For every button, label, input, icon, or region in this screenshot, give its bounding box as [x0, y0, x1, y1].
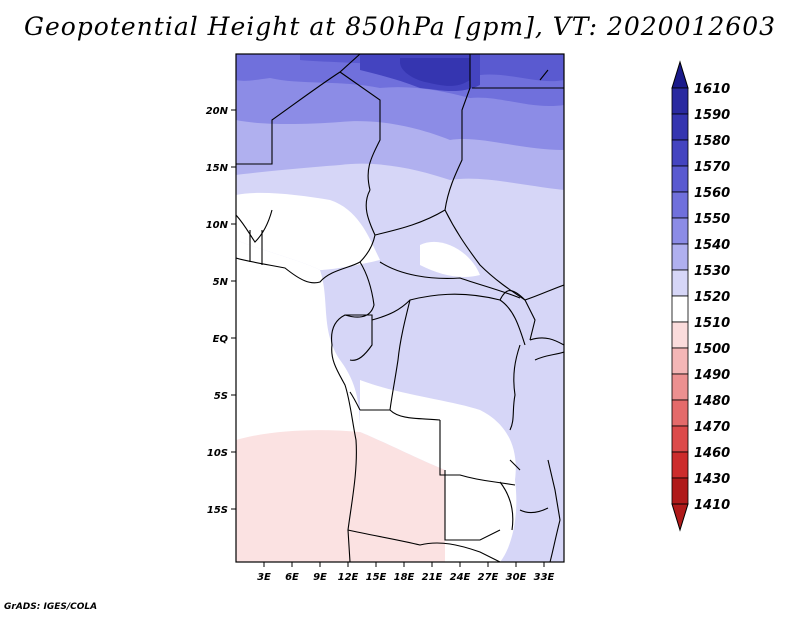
y-axis-labels: 20N 15N 10N 5N EQ 5S 10S 15S [206, 106, 229, 516]
colorbar: 1610 1590 1580 1570 1560 1550 1540 1530 1520 1510… [671, 60, 730, 532]
x-tick-label: 9E [313, 572, 327, 583]
y-tick-label: 10N [206, 220, 229, 231]
x-tick-label: 3E [257, 572, 271, 583]
y-tick-label: 20N [206, 106, 229, 117]
colorbar-swatch [671, 425, 689, 453]
colorbar-label: 1530 [694, 264, 730, 279]
colorbar-label: 1430 [694, 472, 730, 487]
colorbar-swatch [671, 165, 689, 193]
colorbar-label: 1470 [694, 420, 730, 435]
x-tick-label: 24E [450, 572, 471, 583]
x-tick-label: 6E [285, 572, 299, 583]
colorbar-swatch [671, 373, 689, 401]
colorbar-label: 1590 [694, 108, 730, 123]
colorbar-swatch [671, 477, 689, 505]
colorbar-swatch [671, 113, 689, 141]
x-tick-label: 15E [366, 572, 387, 583]
colorbar-swatch [671, 139, 689, 167]
colorbar-swatch [671, 295, 689, 323]
map-title: Geopotential Height at 850hPa [gpm], VT:… [23, 12, 777, 41]
x-tick-label: 27E [478, 572, 499, 583]
x-axis-labels: 3E 6E 9E 12E 15E 18E 21E 24E 27E 30E 33E [257, 572, 554, 583]
colorbar-label: 1560 [694, 186, 730, 201]
y-tick-label: 10S [207, 448, 228, 459]
colorbar-swatch [671, 347, 689, 375]
colorbar-swatch [671, 321, 689, 349]
footer-credit: GrADS: IGES/COLA [4, 602, 98, 612]
colorbar-swatch [671, 243, 689, 271]
map-frame [235, 53, 565, 563]
y-tick-label: 15S [207, 505, 228, 516]
colorbar-label: 1580 [694, 134, 730, 149]
colorbar-label: 1510 [694, 316, 730, 331]
colorbar-label: 1570 [694, 160, 730, 175]
x-tick-label: 30E [506, 572, 527, 583]
country-borders [236, 54, 564, 562]
colorbar-swatch [671, 217, 689, 245]
colorbar-label: 1460 [694, 446, 730, 461]
colorbar-label: 1540 [694, 238, 730, 253]
x-tick-label: 21E [422, 572, 443, 583]
colorbar-swatch [671, 87, 689, 115]
colorbar-swatch [671, 191, 689, 219]
x-tick-label: 18E [394, 572, 415, 583]
y-tick-label: EQ [213, 334, 229, 345]
x-tick-label: 12E [338, 572, 359, 583]
y-tick-label: 15N [206, 163, 229, 174]
colorbar-label: 1480 [694, 394, 730, 409]
y-tick-label: 5S [214, 391, 228, 402]
colorbar-swatch [671, 451, 689, 479]
colorbar-label: 1500 [694, 342, 730, 357]
axis-ticks [231, 109, 545, 567]
y-tick-label: 5N [213, 277, 229, 288]
colorbar-swatch [671, 399, 689, 427]
colorbar-label: 1520 [694, 290, 730, 305]
x-tick-label: 33E [534, 572, 555, 583]
colorbar-label: 1610 [694, 82, 730, 97]
colorbar-bottom-arrow [671, 503, 689, 532]
colorbar-top-arrow [671, 60, 689, 89]
colorbar-swatch [671, 269, 689, 297]
colorbar-label: 1410 [694, 498, 730, 513]
colorbar-label: 1490 [694, 368, 730, 383]
colorbar-label: 1550 [694, 212, 730, 227]
